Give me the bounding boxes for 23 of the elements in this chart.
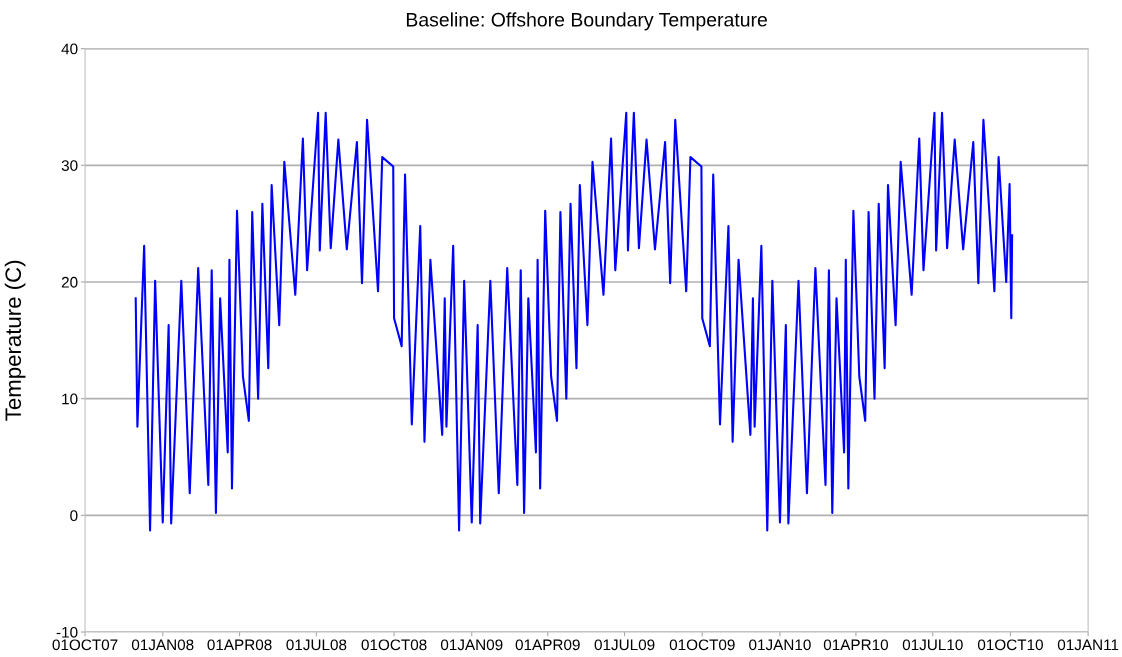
y-tick-label: -10 xyxy=(56,626,78,638)
x-tick-label: 01JUL10 xyxy=(902,639,963,651)
x-tick-label: 01JAN11 xyxy=(1057,639,1119,651)
x-tick-label: 01APR10 xyxy=(823,639,889,651)
line-series xyxy=(134,111,1014,532)
y-tick-label: 40 xyxy=(61,43,78,55)
x-tick-label: 01JAN09 xyxy=(440,639,503,651)
x-tick-label: 01JUL08 xyxy=(286,639,347,651)
y-tick-label: 0 xyxy=(70,510,78,522)
y-tick-label: 20 xyxy=(61,276,78,288)
y-axis-title: Temperature (C) xyxy=(4,260,26,421)
x-tick-label: 01OCT08 xyxy=(361,639,427,651)
x-tick-label: 01APR08 xyxy=(207,639,272,651)
x-tick-label: 01JUL09 xyxy=(594,639,655,651)
chart-title: Baseline: Offshore Boundary Temperature xyxy=(406,12,767,31)
y-tick-label: 30 xyxy=(61,160,78,171)
x-tick-label: 01APR09 xyxy=(515,639,580,651)
x-tick-label: 01JAN08 xyxy=(131,639,194,651)
x-tick-label: 01OCT09 xyxy=(669,639,735,651)
x-tick-label: 01OCT10 xyxy=(977,639,1043,651)
y-tick-label: 10 xyxy=(62,393,78,405)
x-tick-label: 01OCT07 xyxy=(52,639,118,651)
x-tick-label: 01JAN10 xyxy=(749,639,811,651)
